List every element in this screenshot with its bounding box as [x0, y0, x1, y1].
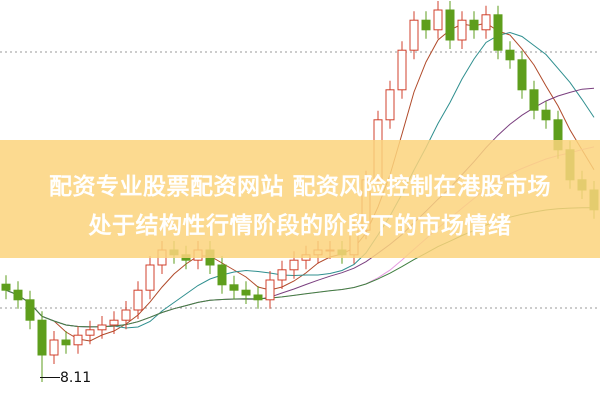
candle-body — [121, 309, 131, 321]
candle-body — [1, 283, 11, 291]
candle-body — [421, 19, 431, 31]
candle-body — [109, 319, 119, 326]
candle-body — [385, 89, 395, 121]
candle-body — [85, 329, 95, 336]
headline-line-2: 处于结构性行情阶段的阶段下的市场情绪 — [88, 213, 512, 239]
candle-body — [397, 49, 407, 91]
candle-body — [481, 14, 491, 31]
candle-body — [37, 319, 47, 356]
low-arrow — [40, 377, 60, 378]
candle-body — [97, 324, 107, 331]
candle-body — [469, 19, 479, 31]
candle-body — [13, 289, 23, 301]
candle-body — [445, 9, 455, 41]
candle-body — [265, 279, 275, 301]
candle-body — [433, 9, 443, 31]
candle-body — [25, 299, 35, 321]
candle-body — [529, 89, 539, 111]
candle-body — [493, 14, 503, 51]
headline-banner — [0, 140, 600, 258]
candle-body — [289, 259, 299, 271]
candle-body — [517, 59, 527, 91]
candle-body — [61, 339, 71, 346]
candle-body — [277, 269, 287, 281]
candle-body — [217, 264, 227, 286]
candle-body — [73, 334, 83, 346]
candle-body — [241, 289, 251, 296]
candle-body — [505, 49, 515, 61]
candle-body — [457, 19, 467, 41]
candle-body — [229, 284, 239, 291]
candle-body — [253, 294, 263, 301]
candle-body — [133, 289, 143, 311]
candle-body — [145, 264, 155, 291]
candle-body — [49, 339, 59, 356]
low-price-label: 8.11 — [60, 370, 92, 386]
candle-body — [541, 109, 551, 121]
headline-line-1: 配资专业股票配资网站 配资风险控制在港股市场 — [48, 174, 551, 200]
candle-body — [409, 19, 419, 51]
